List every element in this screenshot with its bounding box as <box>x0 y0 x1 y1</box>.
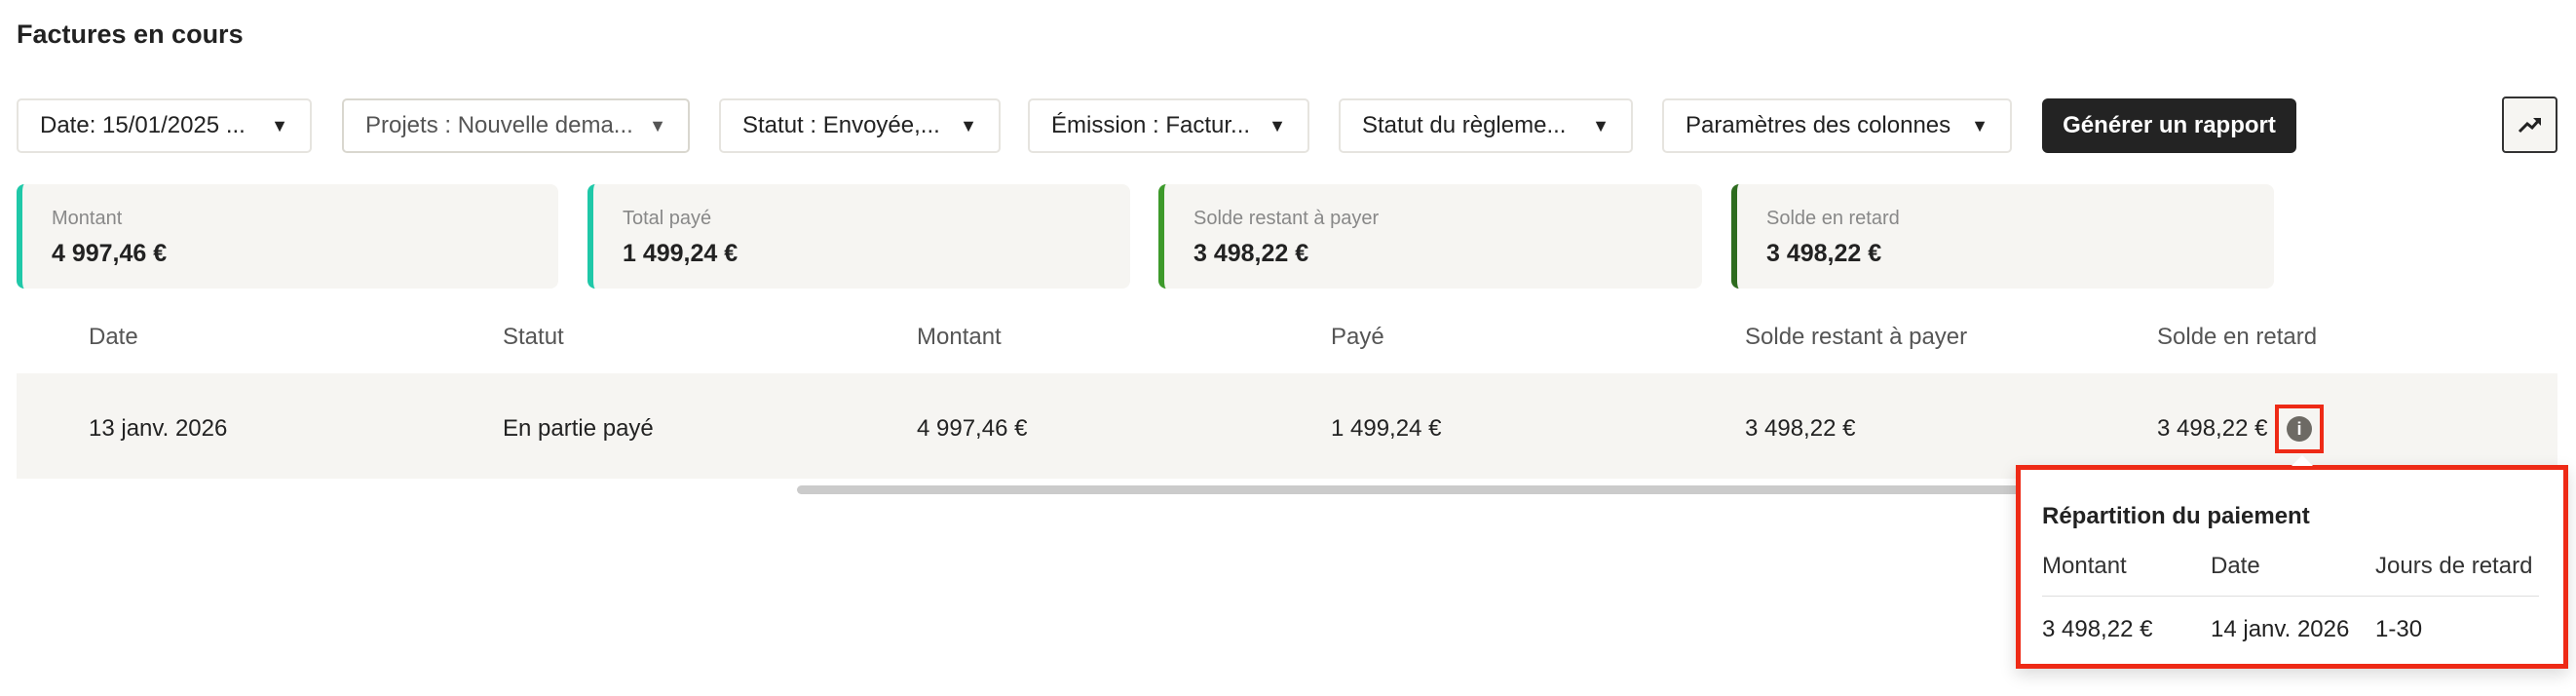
summary-card-amount: Montant 4 997,46 € <box>17 184 558 289</box>
card-value: 4 997,46 € <box>52 240 168 267</box>
column-settings-label: Paramètres des colonnes <box>1686 112 1951 138</box>
projects-filter[interactable]: Projets : Nouvelle dema... ▼ <box>342 98 690 153</box>
popover-header-days-late: Jours de retard <box>2375 553 2533 579</box>
caret-down-icon: ▼ <box>649 115 666 135</box>
card-value: 3 498,22 € <box>1193 240 1309 267</box>
generate-report-button[interactable]: Générer un rapport <box>2042 98 2296 153</box>
popover-header-date: Date <box>2211 553 2260 579</box>
column-header-status: Statut <box>503 324 564 350</box>
summary-card-paid: Total payé 1 499,24 € <box>587 184 1130 289</box>
caret-down-icon: ▼ <box>1269 115 1286 135</box>
caret-down-icon: ▼ <box>271 115 288 135</box>
card-label: Total payé <box>623 208 712 229</box>
cell-date: 13 janv. 2026 <box>89 415 228 442</box>
popover-cell-amount: 3 498,22 € <box>2042 616 2153 642</box>
column-header-amount: Montant <box>917 324 1002 350</box>
payment-status-filter-label: Statut du règleme... <box>1362 112 1567 138</box>
status-filter-label: Statut : Envoyée,... <box>742 112 940 138</box>
projects-filter-label: Projets : Nouvelle dema... <box>365 112 633 138</box>
info-icon[interactable]: i <box>2287 416 2312 442</box>
trend-button[interactable] <box>2502 97 2557 153</box>
column-header-remaining: Solde restant à payer <box>1745 324 1968 350</box>
card-label: Solde en retard <box>1766 208 1900 229</box>
popover-title: Répartition du paiement <box>2042 503 2310 529</box>
payment-status-filter[interactable]: Statut du règleme... ▼ <box>1339 98 1633 153</box>
column-header-overdue: Solde en retard <box>2157 324 2318 350</box>
info-highlight <box>2275 405 2324 453</box>
column-header-paid: Payé <box>1331 324 1384 350</box>
card-label: Solde restant à payer <box>1193 208 1380 229</box>
date-filter[interactable]: Date: 15/01/2025 ... ▼ <box>17 98 312 153</box>
trending-up-icon <box>2518 118 2541 134</box>
popover-header-amount: Montant <box>2042 553 2127 579</box>
horizontal-scrollbar[interactable] <box>797 485 2021 494</box>
caret-down-icon: ▼ <box>960 115 977 135</box>
summary-card-remaining: Solde restant à payer 3 498,22 € <box>1158 184 1702 289</box>
popover-cell-days-late: 1-30 <box>2375 616 2423 642</box>
table-row[interactable] <box>17 373 2557 479</box>
emission-filter[interactable]: Émission : Factur... ▼ <box>1028 98 1309 153</box>
cell-overdue: 3 498,22 € <box>2157 415 2268 442</box>
cell-paid: 1 499,24 € <box>1331 415 1442 442</box>
caret-down-icon: ▼ <box>1971 115 1989 135</box>
payment-breakdown-popover: Répartition du paiement Montant Date Jou… <box>2016 465 2568 669</box>
cell-amount: 4 997,46 € <box>917 415 1028 442</box>
summary-card-overdue: Solde en retard 3 498,22 € <box>1731 184 2274 289</box>
status-filter[interactable]: Statut : Envoyée,... ▼ <box>719 98 1001 153</box>
card-value: 1 499,24 € <box>623 240 739 267</box>
card-value: 3 498,22 € <box>1766 240 1882 267</box>
cell-remaining: 3 498,22 € <box>1745 415 1856 442</box>
emission-filter-label: Émission : Factur... <box>1051 112 1251 138</box>
caret-down-icon: ▼ <box>1592 115 1610 135</box>
column-header-date: Date <box>89 324 138 350</box>
date-filter-label: Date: 15/01/2025 ... <box>40 112 246 138</box>
divider <box>2042 596 2539 597</box>
popover-cell-date: 14 janv. 2026 <box>2211 616 2350 642</box>
page-title: Factures en cours <box>17 19 244 49</box>
card-label: Montant <box>52 208 123 229</box>
column-settings-dropdown[interactable]: Paramètres des colonnes ▼ <box>1662 98 2012 153</box>
cell-status: En partie payé <box>503 415 654 442</box>
popover-arrow <box>2292 455 2313 466</box>
